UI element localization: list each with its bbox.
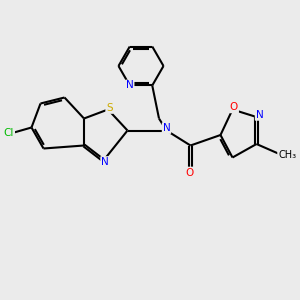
Text: S: S	[106, 103, 113, 113]
Text: N: N	[256, 110, 263, 120]
Text: N: N	[126, 80, 134, 91]
Text: CH₃: CH₃	[278, 149, 296, 160]
Text: Cl: Cl	[4, 128, 14, 139]
Text: O: O	[185, 167, 193, 178]
Text: N: N	[163, 123, 170, 133]
Text: N: N	[101, 157, 109, 167]
Text: O: O	[230, 102, 238, 112]
